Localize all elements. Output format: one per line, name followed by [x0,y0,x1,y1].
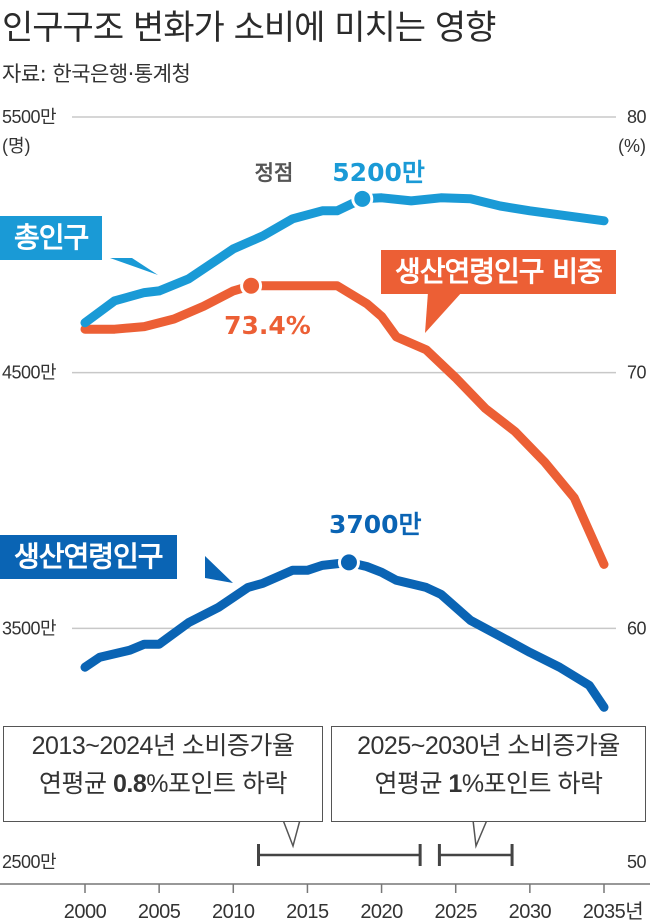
callout-pointers [110,258,462,583]
x-tick-label: 2035년 [583,900,643,923]
range-note-1-line2: 연평균 0.8%포인트 하락 [4,765,322,803]
x-tick-label: 2015 [286,901,329,923]
range-note-2-suffix: %포인트 하락 [461,770,603,798]
range-note-1-prefix: 연평균 [39,770,113,798]
range-note-2-line2: 연평균 1%포인트 하락 [332,765,645,803]
peak-caption: 정점 [255,161,294,185]
x-tick-label: 2000 [64,901,107,923]
range-note-1-line1: 2013~2024년 소비증가율 [31,732,295,760]
x-tick-label: 2030 [509,901,552,923]
peak-marker [340,554,357,571]
left-axis-unit: (명) [2,136,31,156]
range-note-2-line1: 2025~2030년 소비증가율 [357,732,620,760]
working-age-population-peak-label: 3700만 [329,510,422,539]
total-population-peak-label: 5200만 [332,158,425,187]
right-tick-label: 80 [627,107,647,127]
x-tick-label: 2025 [434,901,477,923]
x-axis: 2000 2005 2010 2015 2020 2025 2030 2035년 [0,883,650,923]
right-tick-label: 60 [627,618,647,638]
range-note-1-suffix: %포인트 하락 [146,770,287,798]
total-population-label: 총인구 [0,216,103,260]
left-tick-label: 4500만 [2,363,56,383]
source-caption: 자료: 한국은행·통계청 [2,62,191,86]
series-line-working-age-share [80,281,609,569]
range-note-2: 2025~2030년 소비증가율 연평균 1%포인트 하락 [331,726,646,822]
working-age-population-pointer [205,556,233,583]
range-brackets [256,818,514,866]
series-line-working-age-population [80,557,609,712]
working-age-share-peak-label: 73.4% [224,311,311,340]
range-note-1-value: 0.8 [113,770,147,798]
chart-title: 인구구조 변화가 소비에 미치는 영향 [2,8,496,48]
left-tick-label: 2500만 [2,852,56,872]
total-population-pointer [110,258,158,275]
left-tick-label: 5500만 [2,107,56,127]
range-note-1-pointer [281,819,301,849]
right-tick-label: 70 [627,363,647,383]
left-axis: 5500만 4500만 3500만 2500만 [2,107,57,872]
right-axis-unit: (%) [618,136,646,156]
right-tick-label: 50 [627,852,647,872]
range-note-2-value: 1 [448,770,462,798]
gridlines [72,116,616,630]
x-tick-label: 2010 [212,901,255,923]
series-line-total-population [80,193,609,328]
range-note-1: 2013~2024년 소비증가율 연평균 0.8%포인트 하락 [3,726,323,822]
left-tick-label: 3500만 [2,618,56,638]
working-age-population-label: 생산연령인구 [0,535,177,579]
working-age-share-label: 생산연령인구 비중 [381,250,616,294]
peak-marker [243,277,260,294]
right-axis: 80 70 60 50 [627,107,647,872]
working-age-share-pointer [425,292,462,333]
range-note-2-pointer [472,819,489,849]
series-group [80,187,609,712]
peak-marker [354,190,371,207]
x-tick-label: 2020 [360,901,403,923]
x-tick-label: 2005 [138,901,181,923]
range-note-2-prefix: 연평균 [374,770,449,798]
